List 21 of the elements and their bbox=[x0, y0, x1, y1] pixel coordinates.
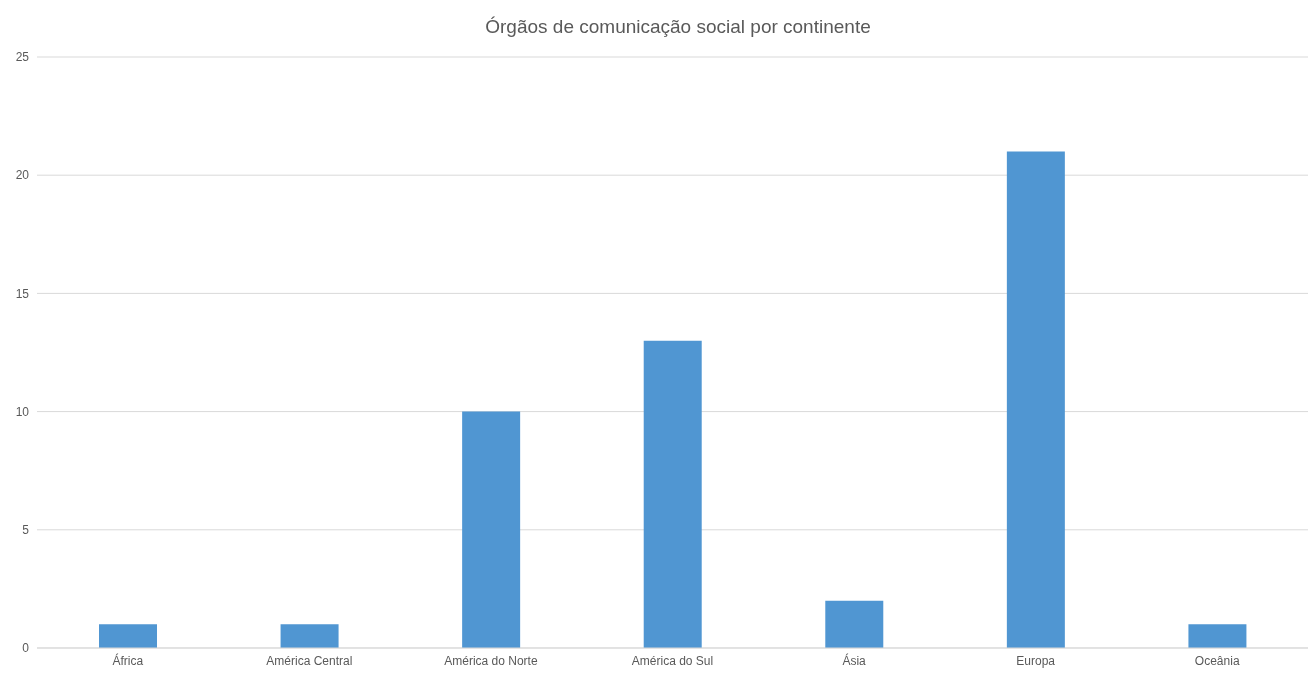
bar bbox=[99, 624, 157, 648]
x-tick-label: Ásia bbox=[842, 652, 867, 668]
x-tick-label: Europa bbox=[1016, 653, 1056, 668]
y-tick-label: 5 bbox=[22, 523, 30, 538]
bar bbox=[462, 411, 521, 648]
chart-title: Órgãos de comunicação social por continente bbox=[484, 16, 872, 38]
y-tick-label: 15 bbox=[15, 286, 30, 301]
x-tick-label: América do Norte bbox=[444, 653, 538, 668]
y-tick-label: 10 bbox=[15, 404, 30, 419]
bar bbox=[1006, 151, 1065, 648]
x-tick-label: África bbox=[112, 652, 144, 668]
y-tick-label: 20 bbox=[15, 168, 30, 183]
y-tick-label: 25 bbox=[15, 50, 30, 65]
bar bbox=[643, 340, 702, 648]
bar bbox=[1188, 624, 1247, 648]
bar bbox=[825, 600, 884, 648]
x-tick-label: América Central bbox=[266, 653, 353, 668]
x-tick-label: Oceânia bbox=[1194, 653, 1240, 668]
bar bbox=[280, 624, 339, 648]
y-tick-label: 0 bbox=[22, 641, 30, 656]
x-tick-label: América do Sul bbox=[631, 653, 714, 668]
